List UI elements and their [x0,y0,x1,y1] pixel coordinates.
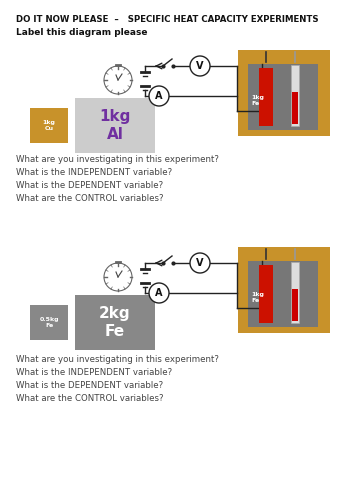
Text: DO IT NOW PLEASE  –   SPECIFIC HEAT CAPACITY EXPERIMENTS: DO IT NOW PLEASE – SPECIFIC HEAT CAPACIT… [16,15,319,24]
Bar [291,65,299,126]
Bar [238,50,330,136]
Text: 2kg
Fe: 2kg Fe [99,306,131,338]
Text: 1kg
Cu: 1kg Cu [43,120,55,131]
Bar [75,98,155,153]
Bar [248,64,318,130]
Text: What are you investigating in this experiment?: What are you investigating in this exper… [16,355,219,364]
Text: What are the CONTROL variables?: What are the CONTROL variables? [16,394,163,403]
Bar [30,108,68,143]
Bar [248,261,318,327]
Text: 1kg
Fe: 1kg Fe [251,292,264,302]
Text: A: A [155,288,163,298]
Circle shape [190,253,210,273]
Text: What are you investigating in this experiment?: What are you investigating in this exper… [16,155,219,164]
Bar [30,305,68,340]
Bar [292,290,298,321]
Circle shape [149,283,169,303]
Bar [258,68,273,126]
Circle shape [190,56,210,76]
Text: A: A [155,91,163,101]
Text: Label this diagram please: Label this diagram please [16,28,148,37]
Text: What is the DEPENDENT variable?: What is the DEPENDENT variable? [16,181,163,190]
Text: What is the INDEPENDENT variable?: What is the INDEPENDENT variable? [16,368,172,377]
Bar [291,262,299,323]
Bar [75,295,155,350]
Text: 1kg
Al: 1kg Al [99,110,131,142]
Text: 1kg
Fe: 1kg Fe [251,95,264,106]
Text: V: V [196,258,204,268]
Text: What is the INDEPENDENT variable?: What is the INDEPENDENT variable? [16,168,172,177]
Circle shape [149,86,169,106]
Bar [238,247,330,333]
Bar [292,92,298,124]
Text: 0.5kg
Fe: 0.5kg Fe [39,317,59,328]
Text: V: V [196,61,204,71]
Text: What is the DEPENDENT variable?: What is the DEPENDENT variable? [16,381,163,390]
Bar [258,265,273,323]
Text: What are the CONTROL variables?: What are the CONTROL variables? [16,194,163,203]
